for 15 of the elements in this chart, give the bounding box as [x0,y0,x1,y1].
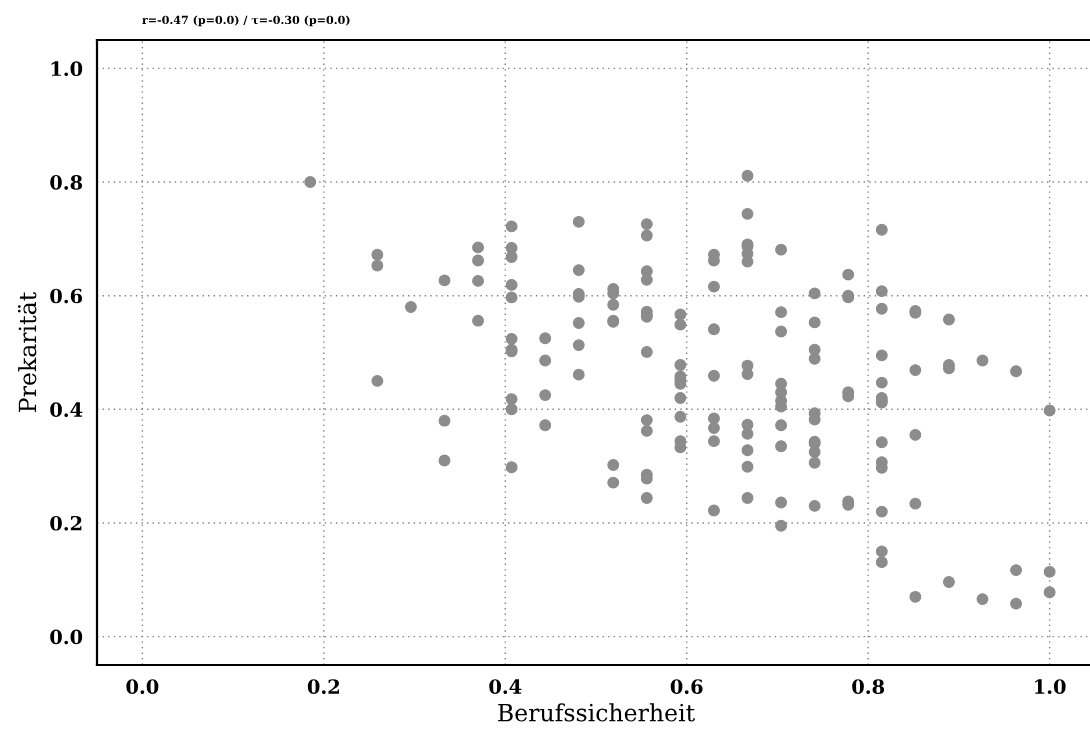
x-tick-label: 0.4 [489,679,522,694]
x-tick-label: 0.6 [670,679,703,694]
y-tick-label: 0.2 [50,515,82,531]
y-tick-label: 0.8 [50,175,83,190]
x-tick-label: 1.0 [1035,679,1066,694]
x-axis-title: Berufssicherheit [498,703,695,722]
y-axis-title: Prekarität [17,291,37,412]
chart-title: r=-0.47 (p=0.0) / τ=-0.30 (p=0.0) [142,15,350,27]
x-tick-label: 0.0 [126,679,159,694]
x-tick-label: 0.2 [307,679,339,694]
x-tick-label: 0.8 [852,679,885,694]
y-tick-label: 0.4 [50,402,83,417]
y-tick-label: 1.0 [51,61,83,77]
y-tick-label: 0.0 [50,629,83,645]
y-tick-label: 0.6 [50,288,83,304]
